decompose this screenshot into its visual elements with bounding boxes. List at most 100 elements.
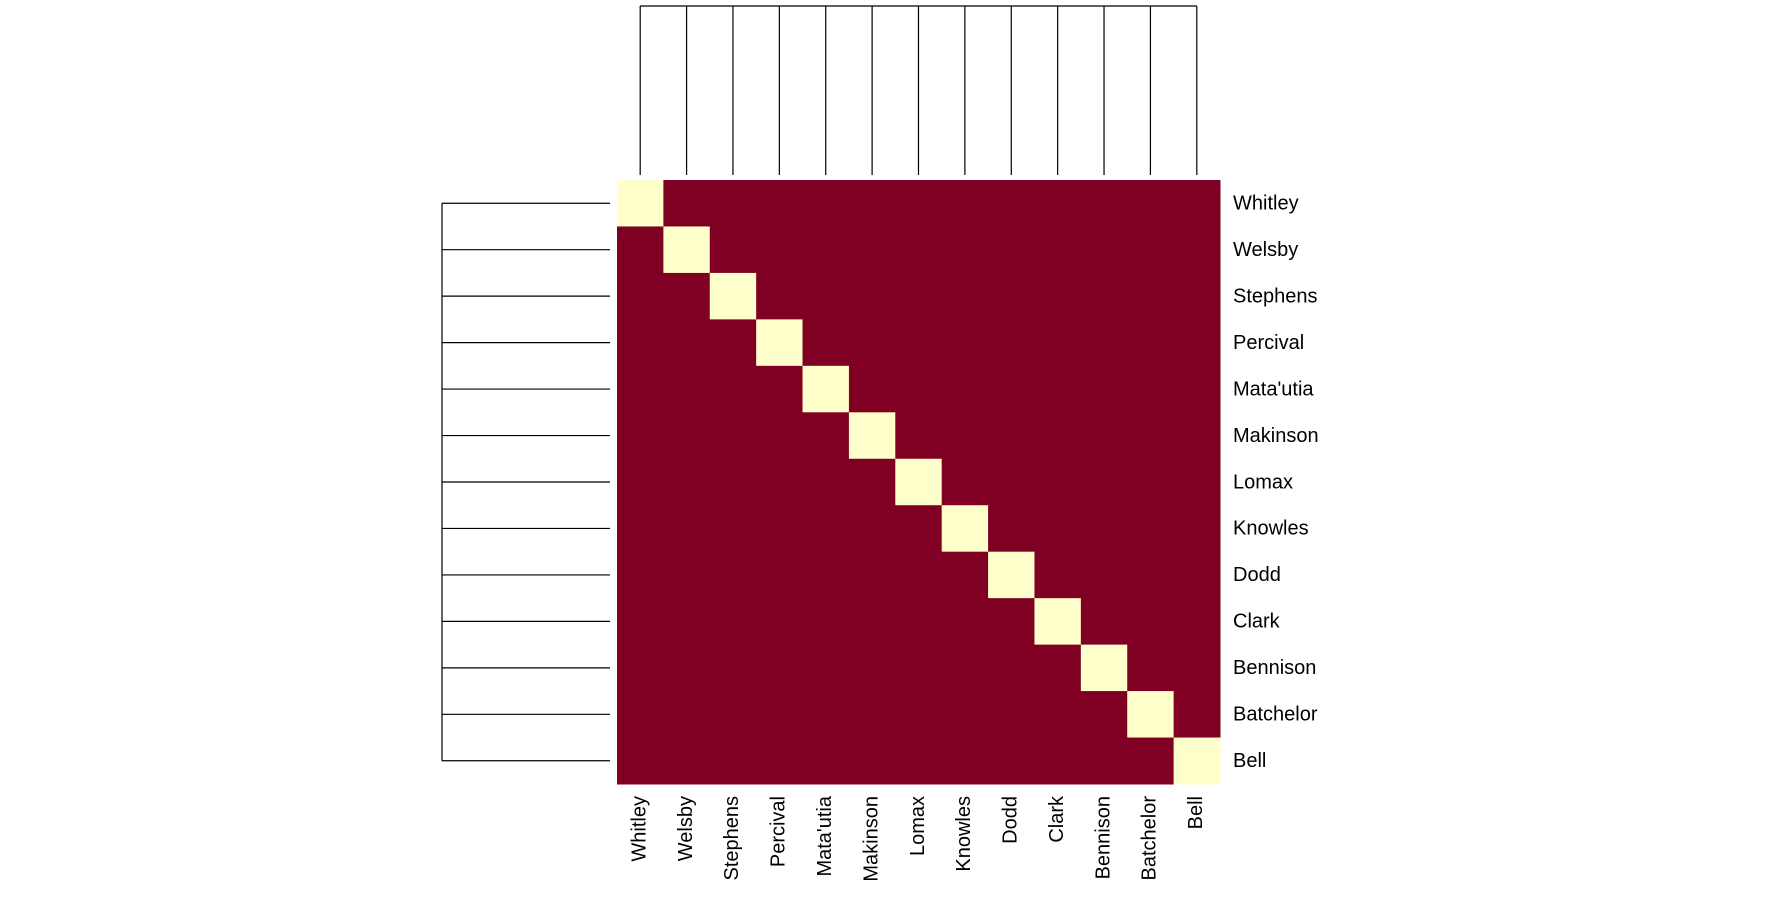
heatmap-cell bbox=[848, 412, 896, 460]
heatmap-cell bbox=[756, 691, 804, 739]
heatmap-cell bbox=[1080, 226, 1128, 274]
heatmap-cell bbox=[895, 691, 943, 739]
heatmap-cell bbox=[802, 412, 850, 460]
heatmap-cell bbox=[848, 226, 896, 274]
heatmap-cell bbox=[802, 551, 850, 599]
heatmap-cell bbox=[848, 598, 896, 646]
heatmap-cell bbox=[848, 551, 896, 599]
heatmap-cell bbox=[988, 505, 1035, 553]
heatmap-cell bbox=[663, 319, 711, 367]
heatmap-cell bbox=[895, 737, 943, 785]
heatmap-cell bbox=[756, 180, 804, 227]
heatmap-cell bbox=[1127, 365, 1175, 413]
heatmap-cell bbox=[1127, 226, 1175, 274]
heatmap-cell bbox=[1127, 505, 1175, 553]
column-label: Whitley bbox=[628, 796, 650, 862]
heatmap-cell bbox=[617, 458, 664, 506]
heatmap-cell bbox=[1173, 180, 1221, 227]
heatmap-cell bbox=[941, 644, 989, 692]
heatmap-cell bbox=[617, 272, 664, 320]
heatmap-cell bbox=[848, 180, 896, 227]
heatmap-cell bbox=[988, 365, 1035, 413]
heatmap-cell bbox=[848, 505, 896, 553]
heatmap-cell bbox=[663, 644, 711, 692]
heatmap-cell bbox=[663, 458, 711, 506]
row-label: Percival bbox=[1233, 332, 1304, 354]
heatmap-cell bbox=[617, 644, 664, 692]
heatmap-cell bbox=[1034, 644, 1082, 692]
heatmap-cell bbox=[1173, 505, 1221, 553]
row-label: Knowles bbox=[1233, 518, 1309, 540]
column-label: Stephens bbox=[721, 796, 743, 881]
heatmap-cell bbox=[1127, 691, 1175, 739]
heatmap-cell bbox=[1173, 551, 1221, 599]
heatmap-cell bbox=[802, 319, 850, 367]
heatmap-cell bbox=[802, 226, 850, 274]
heatmap-cell bbox=[1173, 272, 1221, 320]
heatmap-cell bbox=[1034, 691, 1082, 739]
heatmap-cell bbox=[756, 365, 804, 413]
heatmap-cell bbox=[848, 644, 896, 692]
heatmap-cell bbox=[988, 412, 1035, 460]
heatmap-cell bbox=[1127, 644, 1175, 692]
heatmap-cell bbox=[1173, 226, 1221, 274]
heatmap-cell bbox=[895, 644, 943, 692]
heatmap-cell bbox=[988, 644, 1035, 692]
row-label: Mata'utia bbox=[1233, 378, 1314, 400]
heatmap-cell bbox=[1127, 458, 1175, 506]
heatmap-cell bbox=[941, 598, 989, 646]
heatmap-cell bbox=[1173, 691, 1221, 739]
heatmap-cell bbox=[1173, 412, 1221, 460]
heatmap-cell bbox=[756, 551, 804, 599]
heatmap-cell bbox=[802, 272, 850, 320]
heatmap-cell bbox=[941, 365, 989, 413]
heatmap-cell bbox=[756, 319, 804, 367]
heatmap-cell bbox=[709, 691, 757, 739]
heatmap-cell bbox=[1034, 319, 1082, 367]
heatmap-cell bbox=[617, 598, 664, 646]
heatmap-cell bbox=[1034, 226, 1082, 274]
column-label: Bennison bbox=[1092, 796, 1114, 879]
heatmap-cell bbox=[941, 691, 989, 739]
heatmap-cell bbox=[1034, 365, 1082, 413]
heatmap-cell bbox=[941, 505, 989, 553]
heatmap-cell bbox=[709, 412, 757, 460]
heatmap-cell bbox=[756, 505, 804, 553]
heatmap-cell bbox=[709, 180, 757, 227]
heatmap-cell bbox=[663, 737, 711, 785]
heatmap-cell bbox=[895, 272, 943, 320]
heatmap-cell bbox=[1127, 412, 1175, 460]
heatmap-cell bbox=[988, 272, 1035, 320]
heatmap-cell bbox=[988, 598, 1035, 646]
heatmap-cell bbox=[709, 644, 757, 692]
heatmap-cell bbox=[663, 691, 711, 739]
heatmap-cell bbox=[663, 551, 711, 599]
heatmap-cell bbox=[663, 412, 711, 460]
row-label: Whitley bbox=[1233, 193, 1299, 215]
heatmap-cell bbox=[709, 598, 757, 646]
heatmap-cell bbox=[1173, 598, 1221, 646]
heatmap-cell bbox=[709, 365, 757, 413]
heatmap-cell bbox=[802, 598, 850, 646]
column-label: Dodd bbox=[1000, 796, 1022, 844]
heatmap-cell bbox=[756, 458, 804, 506]
heatmap-cell bbox=[1080, 458, 1128, 506]
heatmap-cell bbox=[1173, 737, 1221, 785]
heatmap-cell bbox=[1080, 365, 1128, 413]
heatmap-cell bbox=[848, 319, 896, 367]
heatmap-cell bbox=[1173, 644, 1221, 692]
heatmap-cell bbox=[1034, 598, 1082, 646]
heatmap-cell bbox=[941, 272, 989, 320]
heatmap-cell bbox=[895, 551, 943, 599]
heatmap-cell bbox=[1034, 505, 1082, 553]
heatmap-cell bbox=[941, 458, 989, 506]
heatmap-cell bbox=[756, 412, 804, 460]
heatmap-cell bbox=[1173, 365, 1221, 413]
heatmap-cell bbox=[895, 365, 943, 413]
heatmap-cell bbox=[1173, 458, 1221, 506]
heatmap-cell bbox=[756, 272, 804, 320]
row-label: Clark bbox=[1233, 611, 1281, 633]
heatmap-cell bbox=[941, 737, 989, 785]
heatmap-cell bbox=[663, 272, 711, 320]
heatmap-cell bbox=[617, 505, 664, 553]
